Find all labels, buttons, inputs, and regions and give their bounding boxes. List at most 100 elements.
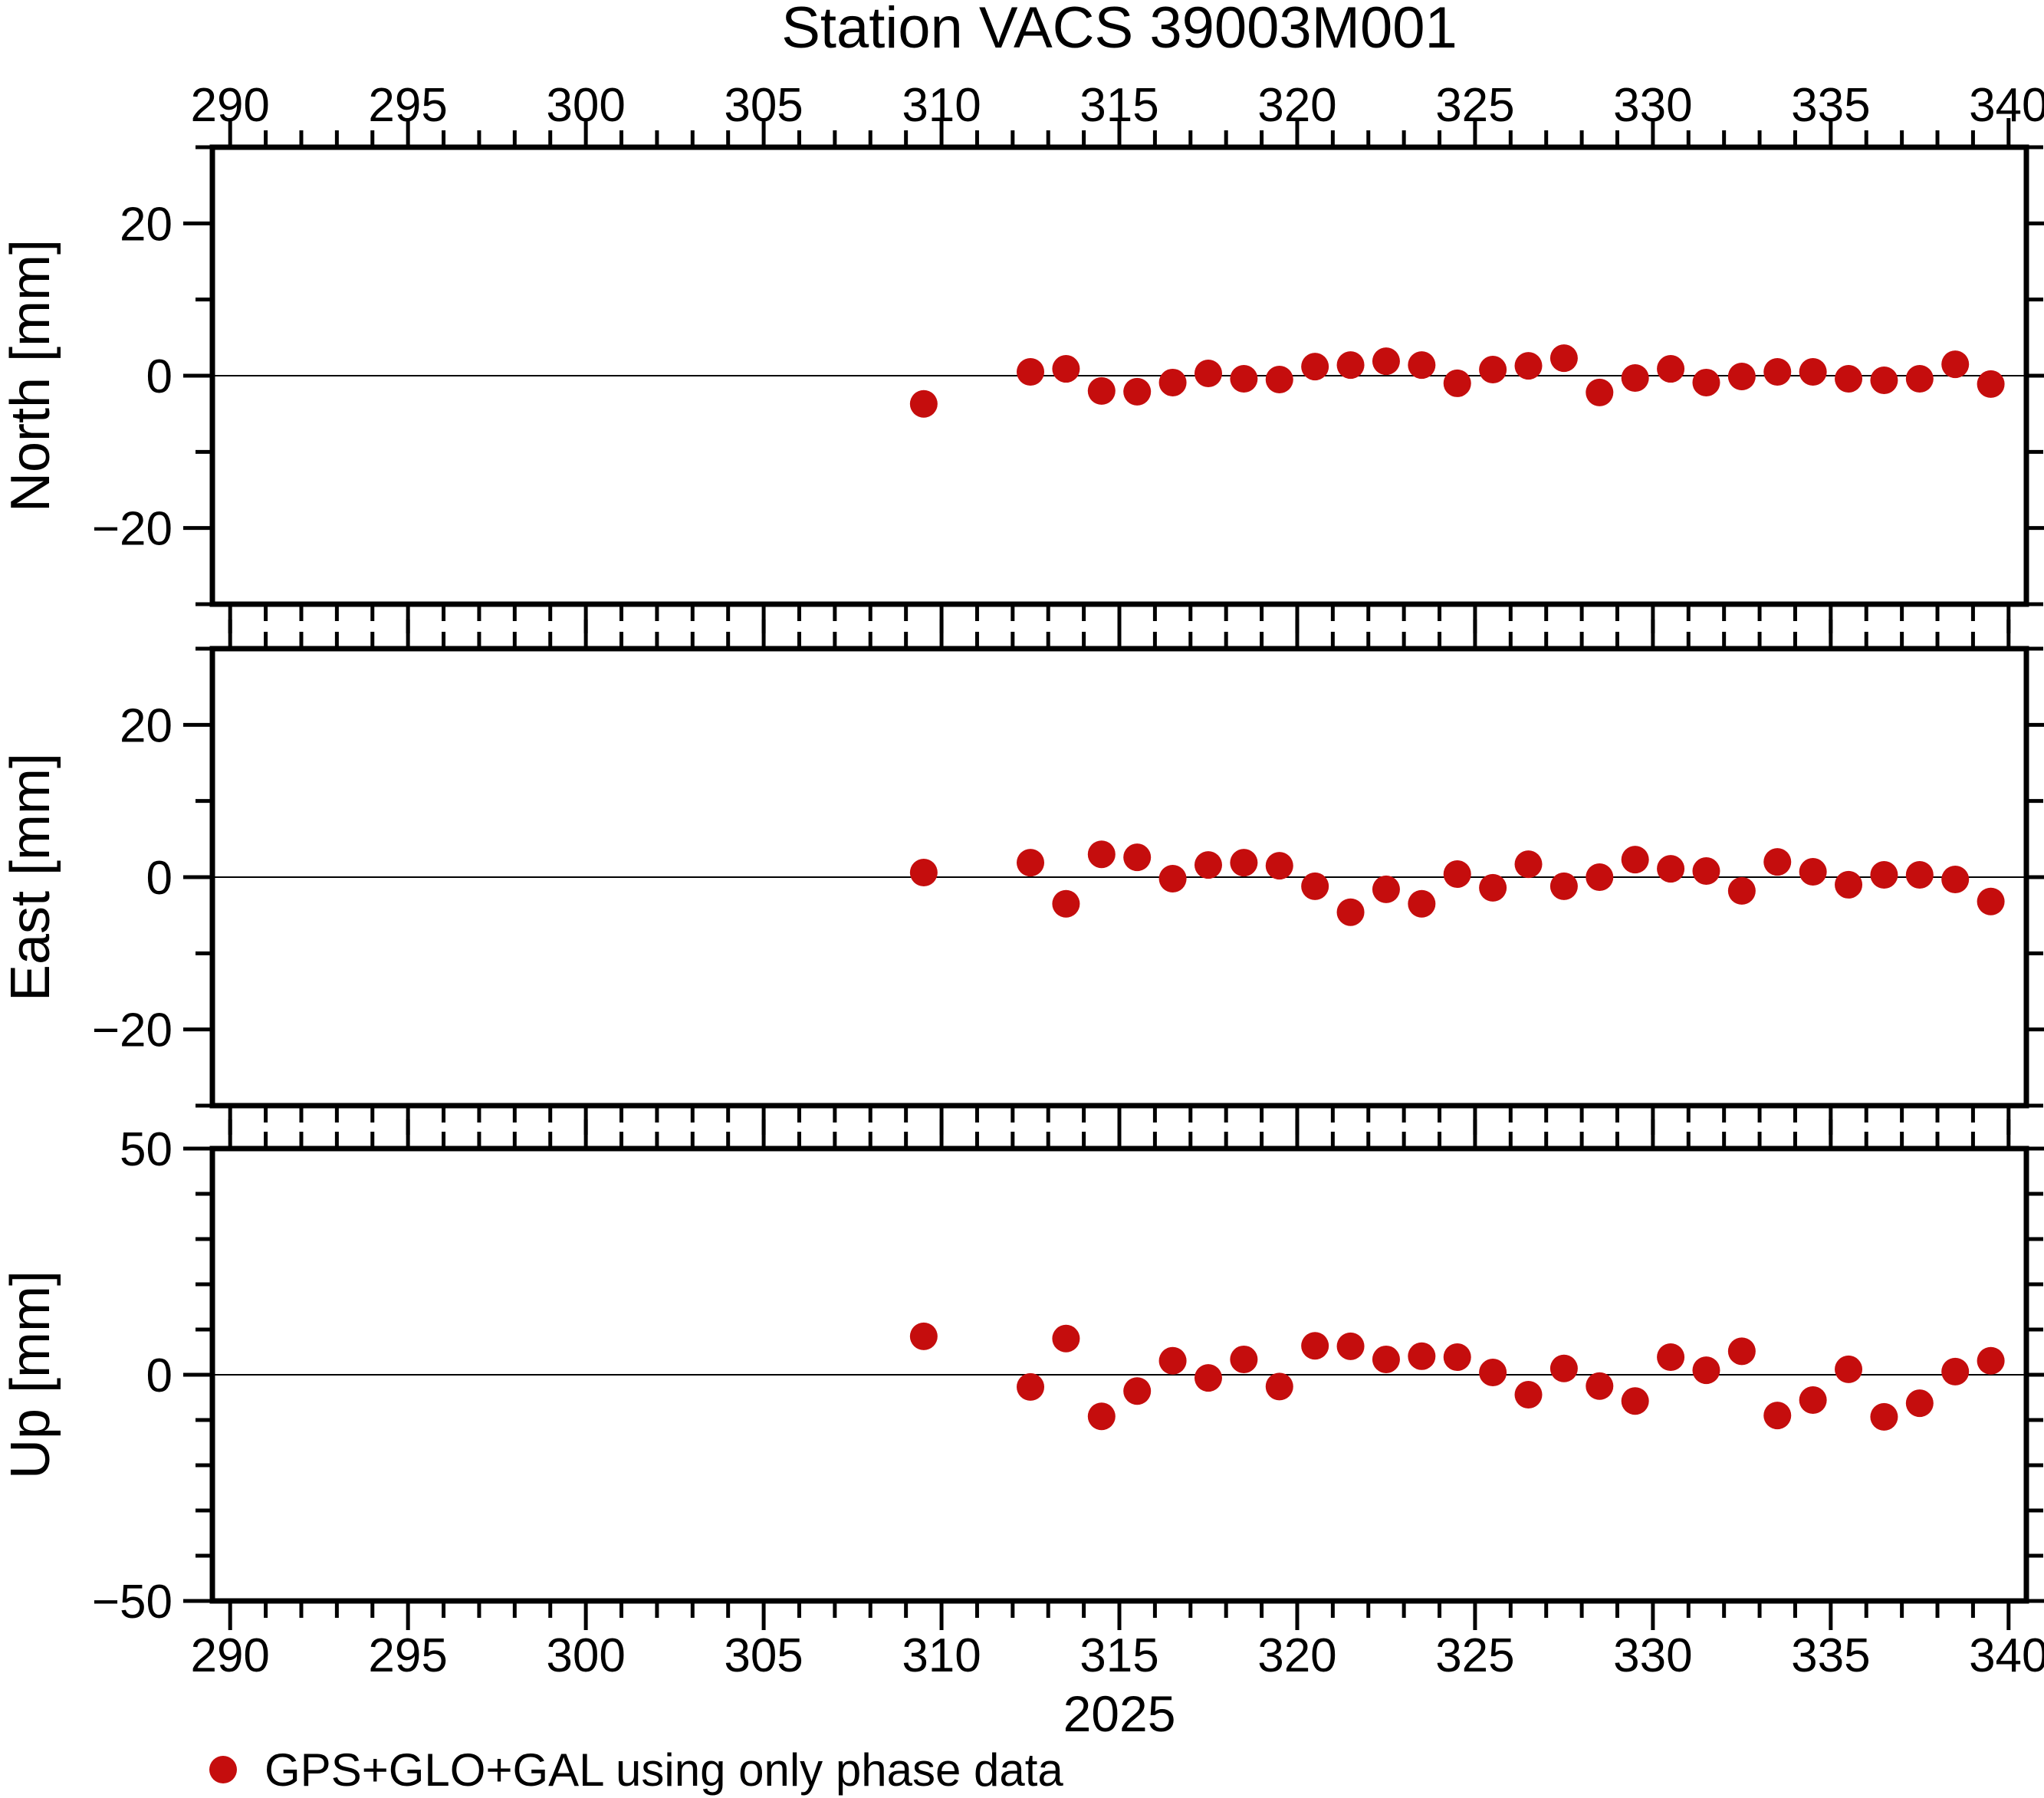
- scatter-points: [909, 344, 2005, 418]
- data-point: [1870, 861, 1898, 889]
- data-point: [1835, 1355, 1863, 1383]
- data-point: [1230, 1345, 1258, 1373]
- chart-title: Station VACS 39003M001: [781, 0, 1457, 61]
- x-tick-label-bottom: 325: [1435, 1629, 1514, 1682]
- panel-frame: [209, 144, 2029, 607]
- panel-east: 20 0 −20: [92, 620, 2044, 1135]
- data-point: [1621, 363, 1649, 392]
- data-point: [1549, 872, 1578, 900]
- data-point: [1479, 873, 1507, 902]
- data-point: [1052, 355, 1080, 383]
- data-point: [1158, 864, 1187, 892]
- data-point: [1265, 852, 1293, 880]
- data-point: [1621, 1387, 1649, 1415]
- data-point: [1158, 368, 1187, 396]
- data-point: [1763, 848, 1792, 876]
- data-point: [1905, 364, 1934, 393]
- data-point: [1265, 365, 1293, 393]
- panels: 20 0 −20 20 0 −20 50 0 −50: [92, 118, 2044, 1630]
- data-point: [1301, 872, 1329, 900]
- data-point: [1799, 1386, 1827, 1415]
- data-point: [1514, 850, 1543, 879]
- data-point: [1230, 364, 1258, 393]
- data-point: [1372, 875, 1400, 903]
- data-point: [1549, 344, 1578, 373]
- data-point: [1799, 358, 1827, 386]
- legend-label: GPS+GLO+GAL using only phase data: [265, 1744, 1063, 1796]
- x-tick-label-bottom: 295: [368, 1629, 447, 1682]
- data-point: [1017, 358, 1045, 386]
- data-point: [1799, 858, 1827, 886]
- data-point: [1692, 368, 1720, 396]
- data-point: [1870, 366, 1898, 394]
- data-point: [1549, 1354, 1578, 1382]
- x-tick-label-top: 340: [1969, 79, 2044, 132]
- x-axis-year-label: 2025: [1063, 1685, 1176, 1742]
- data-point: [1905, 861, 1934, 889]
- data-point: [1265, 1372, 1293, 1401]
- top-axis-tick-labels: 290 295 300 305 310 315 320 325 330 335 340: [190, 79, 2044, 132]
- panel-north: 20 0 −20: [92, 118, 2044, 633]
- y-tick-label: −20: [92, 503, 173, 556]
- data-point: [1194, 851, 1222, 879]
- data-point: [1727, 1337, 1756, 1366]
- data-point: [909, 859, 938, 887]
- data-point: [1158, 1346, 1187, 1375]
- y-tick-label: 20: [120, 699, 173, 752]
- panel-up: 50 0 −50: [92, 1119, 2044, 1630]
- data-point: [1763, 1402, 1792, 1430]
- data-point: [1692, 1356, 1720, 1385]
- data-point: [1408, 351, 1436, 380]
- y-tick-label: 0: [146, 350, 173, 403]
- data-point: [1977, 370, 2005, 398]
- data-point: [1408, 1342, 1436, 1370]
- data-point: [1087, 376, 1116, 405]
- data-point: [1443, 860, 1471, 889]
- bottom-axis-tick-labels: 290 295 300 305 310 315 320 325 330 335 340: [190, 1629, 2044, 1682]
- data-point: [1336, 351, 1365, 380]
- data-point: [1514, 1380, 1543, 1408]
- x-tick-label-bottom: 315: [1080, 1629, 1158, 1682]
- x-tick-label-bottom: 340: [1969, 1629, 2044, 1682]
- north-axis-label: North [mm]: [0, 239, 61, 512]
- data-point: [1657, 355, 1685, 383]
- legend-marker-icon: [209, 1756, 237, 1783]
- data-point: [1941, 350, 1970, 379]
- data-point: [1692, 857, 1720, 886]
- data-point: [1621, 846, 1649, 874]
- data-point: [1657, 1343, 1685, 1371]
- data-point: [1194, 360, 1222, 388]
- data-point: [1763, 358, 1792, 386]
- data-point: [1905, 1389, 1934, 1418]
- y-tick-label: −20: [92, 1004, 173, 1057]
- legend: GPS+GLO+GAL using only phase data: [209, 1744, 1063, 1796]
- data-point: [909, 1322, 938, 1350]
- data-point: [1835, 364, 1863, 393]
- data-point: [1123, 843, 1152, 872]
- data-point: [1941, 1357, 1970, 1385]
- x-tick-label-bottom: 330: [1613, 1629, 1692, 1682]
- east-axis-label: East [mm]: [0, 753, 61, 1001]
- up-axis-label: Up [mm]: [0, 1270, 61, 1479]
- x-tick-label-bottom: 305: [724, 1629, 803, 1682]
- panel-frame: [209, 1146, 2029, 1604]
- data-point: [1372, 1345, 1400, 1373]
- data-point: [1017, 1372, 1045, 1401]
- data-point: [1123, 377, 1152, 406]
- data-point: [1087, 840, 1116, 869]
- data-point: [1443, 369, 1471, 397]
- panel-frame: [209, 646, 2029, 1109]
- data-point: [1230, 849, 1258, 877]
- data-point: [1514, 352, 1543, 380]
- data-point: [1835, 870, 1863, 899]
- data-point: [1017, 849, 1045, 877]
- data-point: [1052, 1324, 1080, 1353]
- data-point: [1194, 1364, 1222, 1392]
- data-point: [1336, 1332, 1365, 1360]
- x-tick-label-bottom: 300: [546, 1629, 625, 1682]
- data-point: [1657, 855, 1685, 883]
- x-tick-label-bottom: 335: [1791, 1629, 1870, 1682]
- data-point: [909, 390, 938, 418]
